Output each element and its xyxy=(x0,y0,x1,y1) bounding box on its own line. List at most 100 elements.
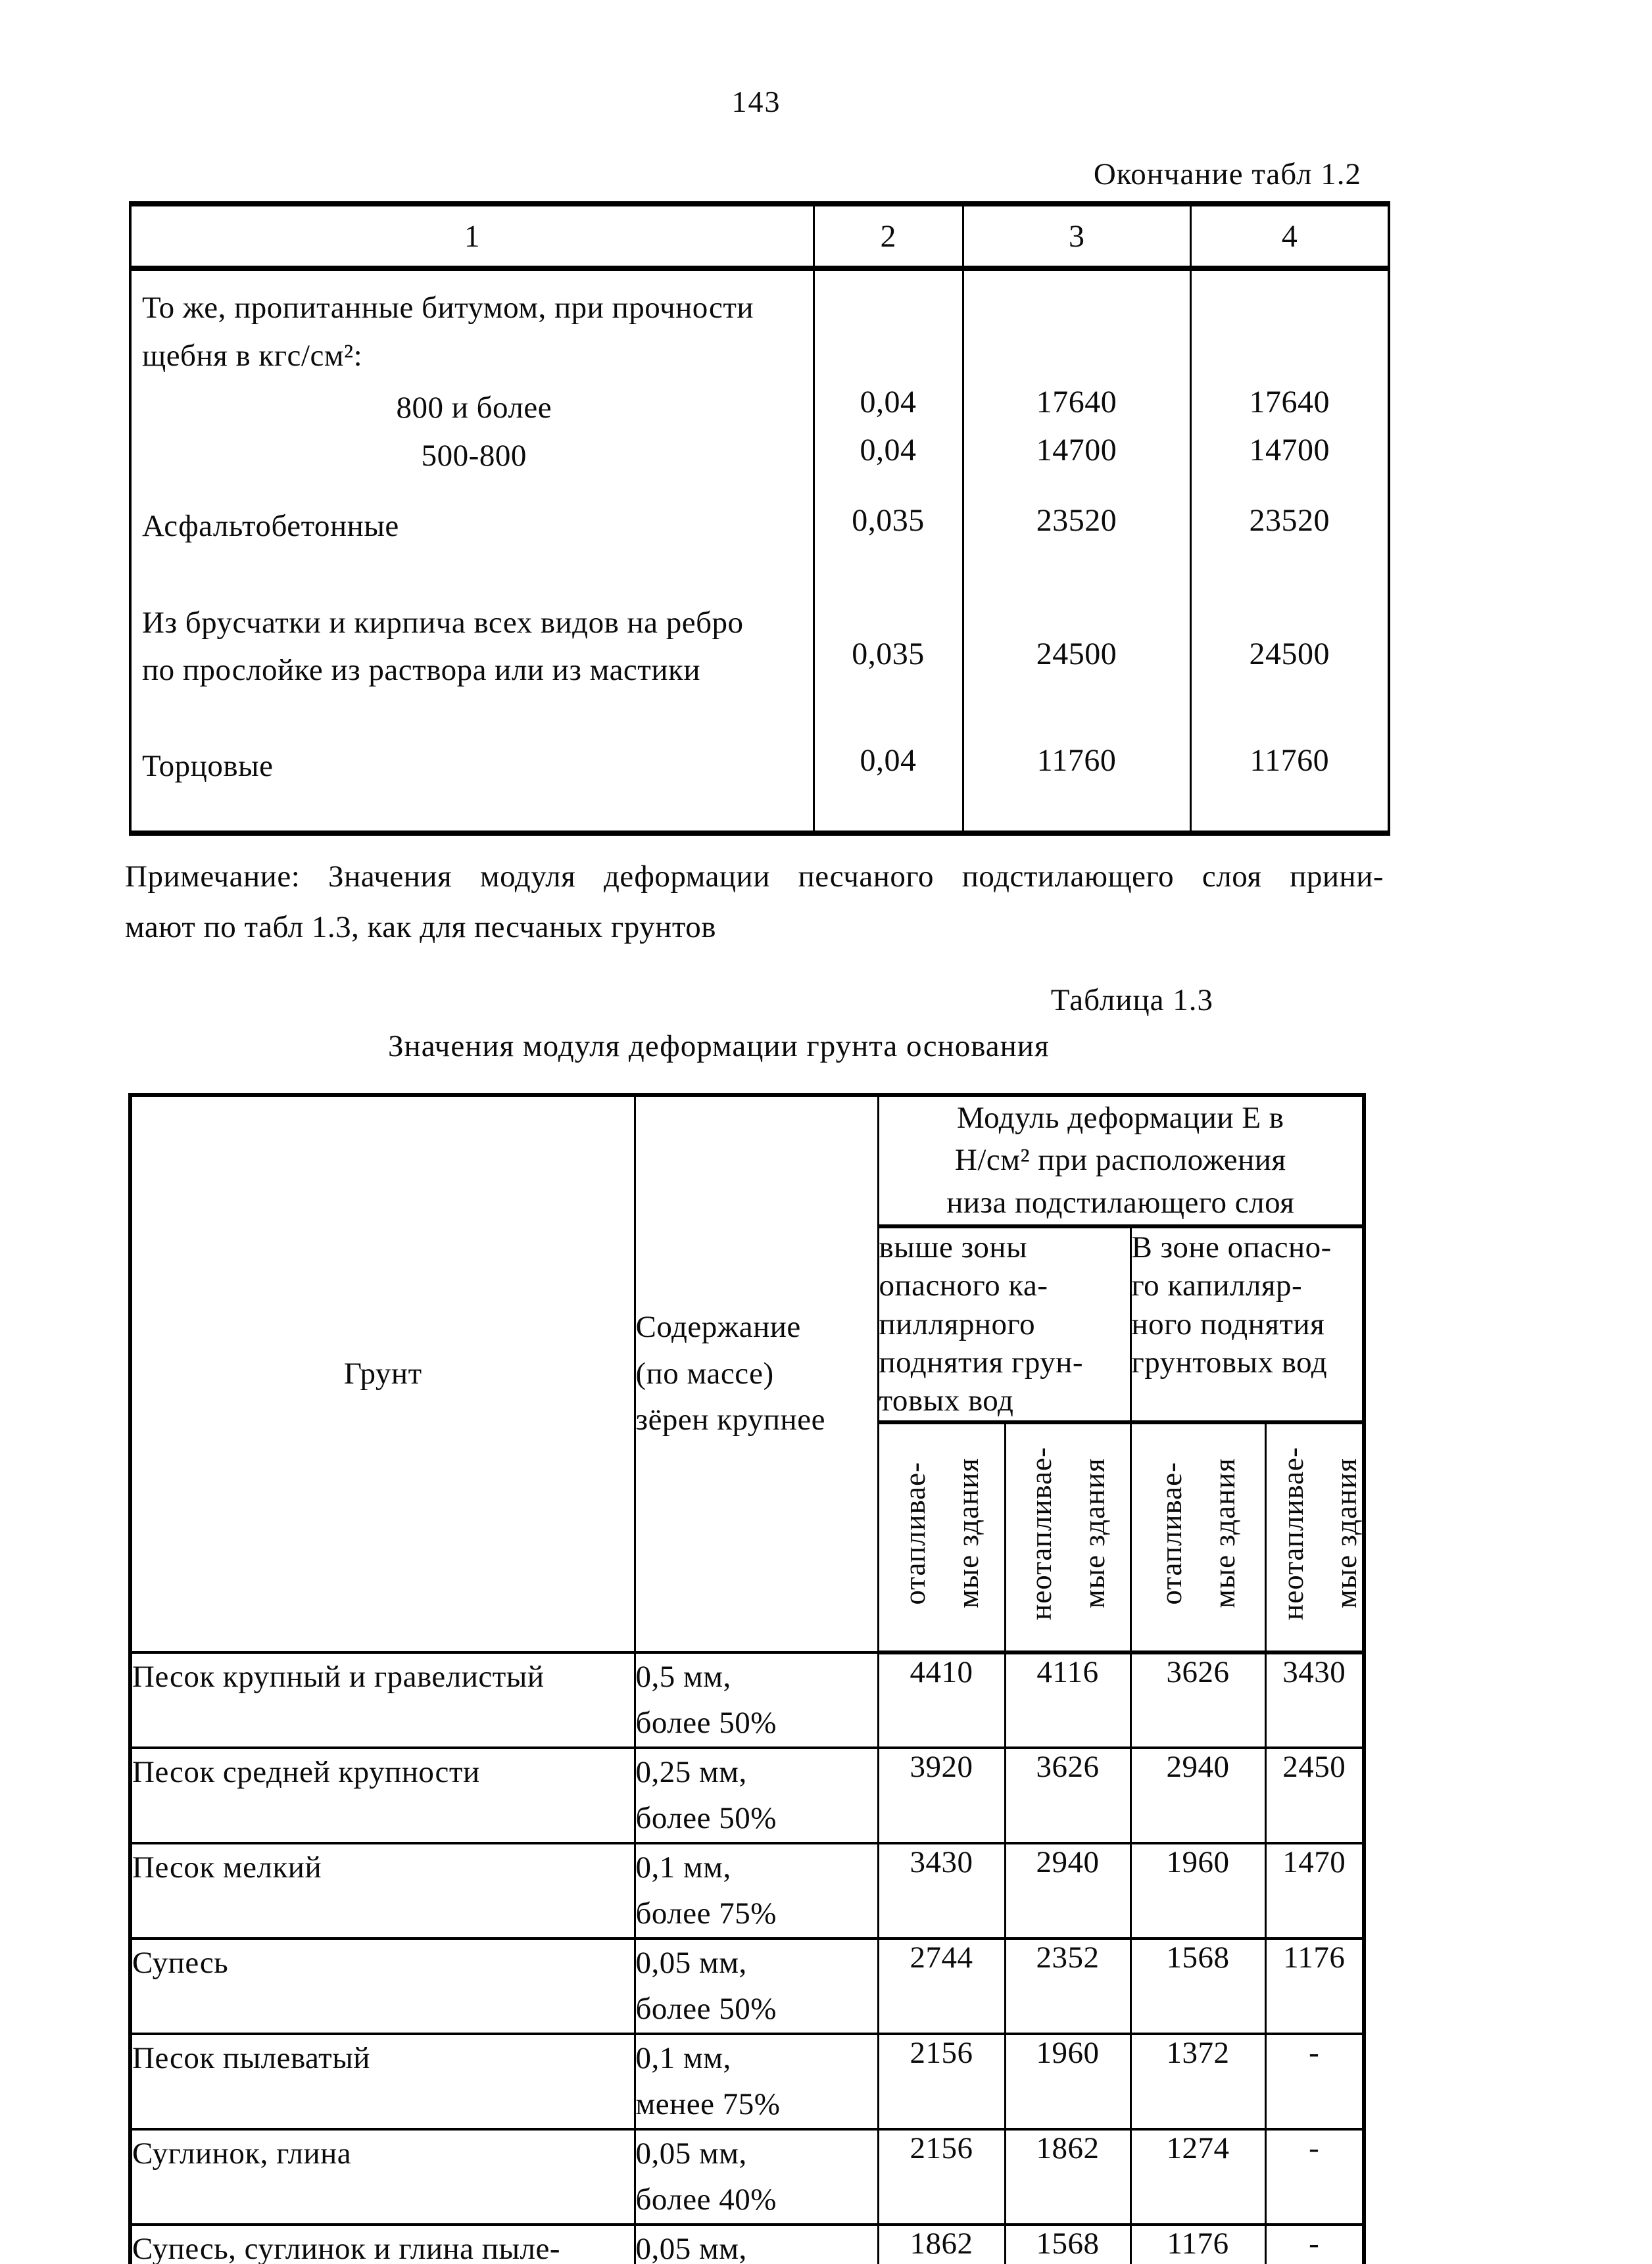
table-row: 500-800 0,04 14700 14700 xyxy=(130,431,1389,480)
table12-note: Примечание: Значения модуля деформации п… xyxy=(125,852,1384,951)
value-cell: 0,04 xyxy=(812,431,963,480)
page-content: Окончание табл 1.2 1 2 3 4 То же, пропит… xyxy=(125,0,1390,2264)
table-row: То же, пропитанные битумом, при прочност… xyxy=(130,268,1389,384)
soil-name: Суглинок, глина xyxy=(129,2127,636,2226)
value-cell: 2450 xyxy=(1264,1746,1365,1844)
table12-header-row: 1 2 3 4 xyxy=(130,204,1389,271)
table13-caption: Значения модуля деформации грунта основа… xyxy=(388,1028,1050,1063)
value-cell: 14700 xyxy=(1189,431,1389,480)
value-cell: 14700 xyxy=(961,431,1190,480)
table13-header-row-1: Грунт Содержание (по массе) зёрен крупне… xyxy=(129,1094,1365,1654)
value-cell: 2156 xyxy=(877,2032,1006,2131)
header-modulus-group: Модуль деформации Е в Н/см² при располож… xyxy=(877,1094,1365,1229)
value-cell: 3920 xyxy=(877,1746,1006,1844)
table-row: 800 и более 0,04 17640 17640 xyxy=(130,384,1389,432)
col-header-1: 1 xyxy=(130,204,814,271)
col-header-3: 3 xyxy=(961,204,1190,271)
value-cell: 2352 xyxy=(1004,1937,1132,2035)
value-cell: 2940 xyxy=(1004,1841,1132,1940)
grain-size: 0,05 мм, более 40% xyxy=(633,2127,879,2226)
value-cell: 0,04 xyxy=(812,742,963,790)
table13-header-row-2: выше зоны опасного ка- пиллярного поднят… xyxy=(130,1225,1365,1424)
value-cell: 1372 xyxy=(1129,2032,1267,2131)
value-cell: 24500 xyxy=(1189,588,1389,717)
value-cell: 17640 xyxy=(1189,384,1389,432)
value-cell: 0,035 xyxy=(812,502,963,550)
rotated-label: отапливае- мые здания xyxy=(1154,1458,1241,1608)
rotated-label: неотапливае- мые здания xyxy=(1276,1446,1363,1620)
value-cell: 11760 xyxy=(1189,742,1389,790)
value-cell: 3430 xyxy=(1264,1650,1365,1749)
table12-caption: Окончание табл 1.2 xyxy=(1093,157,1361,191)
row-label: Из брусчатки и кирпича всех видов на реб… xyxy=(142,605,744,688)
value-cell: 1274 xyxy=(1129,2127,1267,2226)
value-cell: 1568 xyxy=(1004,2223,1132,2264)
table-row: Супесь, суглинок и глина пыле- ватые 0,0… xyxy=(129,2223,1365,2264)
value-cell: 1176 xyxy=(1264,1937,1365,2035)
value-cell: 11760 xyxy=(961,742,1190,790)
spacer-row xyxy=(130,479,1389,502)
value-cell: 2744 xyxy=(877,1937,1006,2035)
soil-name: Супесь xyxy=(129,1937,636,2035)
table-row: Супесь 0,05 мм, более 50% 2744 2352 1568… xyxy=(129,1937,1365,2035)
value-cell: 3626 xyxy=(1004,1746,1132,1844)
spacer-row xyxy=(130,550,1389,589)
value-cell: 4410 xyxy=(877,1650,1006,1749)
table-1-3: Грунт Содержание (по массе) зёрен крупне… xyxy=(128,1092,1366,2264)
header-in-zone: В зоне опасно- го капилляр- ного подняти… xyxy=(1129,1225,1365,1424)
row-label: То же, пропитанные битумом, при прочност… xyxy=(142,291,754,373)
value-cell: 17640 xyxy=(961,384,1190,432)
rotated-label: неотапливае- мые здания xyxy=(1024,1446,1111,1620)
table-1-2: 1 2 3 4 То же, пропитанные битумом, при … xyxy=(129,201,1390,836)
soil-name: Песок пылеватый xyxy=(129,2032,636,2131)
page-number: 143 xyxy=(731,85,781,118)
soil-name: Песок мелкий xyxy=(129,1841,636,1940)
value-cell: 1470 xyxy=(1264,1841,1365,1940)
rot-header-unheated-1: неотапливае- мые здания xyxy=(1004,1421,1132,1654)
row-label: 800 и более xyxy=(396,391,552,425)
value-cell: 4116 xyxy=(1004,1650,1132,1749)
table13-title: Таблица 1.3 xyxy=(1050,982,1213,1017)
value-cell: - xyxy=(1264,2223,1365,2264)
table13-rotated-header-row: отапливае- мые здания неотапливае- мые з… xyxy=(130,1421,1365,1654)
col-header-4: 4 xyxy=(1189,204,1389,271)
value-cell: 0,04 xyxy=(812,384,963,432)
value-cell: 3626 xyxy=(1129,1650,1267,1749)
value-cell xyxy=(812,268,963,384)
table-row: Торцовые 0,04 11760 11760 xyxy=(130,742,1389,790)
rot-header-heated-1: отапливае- мые здания xyxy=(877,1421,1006,1654)
row-label: 500-800 xyxy=(421,438,527,473)
header-grain-content: Содержание (по массе) зёрен крупнее xyxy=(633,1094,879,1654)
value-cell: 23520 xyxy=(1189,502,1389,550)
rot-header-heated-2: отапливае- мые здания xyxy=(1129,1421,1267,1654)
spacer-row xyxy=(130,790,1389,834)
soil-name: Песок средней крупности xyxy=(129,1746,636,1844)
value-cell: 23520 xyxy=(961,502,1190,550)
table-row: Суглинок, глина 0,05 мм, более 40% 2156 … xyxy=(129,2127,1365,2226)
row-label: Асфальтобетонные xyxy=(142,508,399,543)
value-cell: 2156 xyxy=(877,2127,1006,2226)
soil-name: Супесь, суглинок и глина пыле- ватые xyxy=(129,2223,636,2264)
grain-size: 0,05 мм, более 40% xyxy=(633,2223,879,2264)
rotated-label: отапливае- мые здания xyxy=(898,1458,984,1608)
value-cell: 24500 xyxy=(961,588,1190,717)
value-cell: - xyxy=(1264,2032,1365,2131)
value-cell: 1862 xyxy=(877,2223,1006,2264)
value-cell: 1568 xyxy=(1129,1937,1267,2035)
table-row: Асфальтобетонные 0,035 23520 23520 xyxy=(130,502,1389,550)
header-above-zone: выше зоны опасного ка- пиллярного поднят… xyxy=(877,1225,1132,1424)
table-row: Песок мелкий 0,1 мм, более 75% 3430 2940… xyxy=(129,1841,1365,1940)
grain-size: 0,05 мм, более 50% xyxy=(633,1937,879,2035)
note-line: мают по табл 1.3, как для песчаных грунт… xyxy=(125,909,716,944)
grain-size: 0,1 мм, менее 75% xyxy=(633,2032,879,2131)
grain-size: 0,5 мм, более 50% xyxy=(633,1650,879,1749)
value-cell xyxy=(1189,268,1389,384)
spacer-row xyxy=(130,717,1389,742)
value-cell: 0,035 xyxy=(812,588,963,717)
note-line: Примечание: Значения модуля деформации п… xyxy=(125,859,1384,894)
grain-size: 0,25 мм, более 50% xyxy=(633,1746,879,1844)
rot-header-unheated-2: неотапливае- мые здания xyxy=(1264,1421,1365,1654)
grain-size: 0,1 мм, более 75% xyxy=(633,1841,879,1940)
value-cell xyxy=(961,268,1190,384)
